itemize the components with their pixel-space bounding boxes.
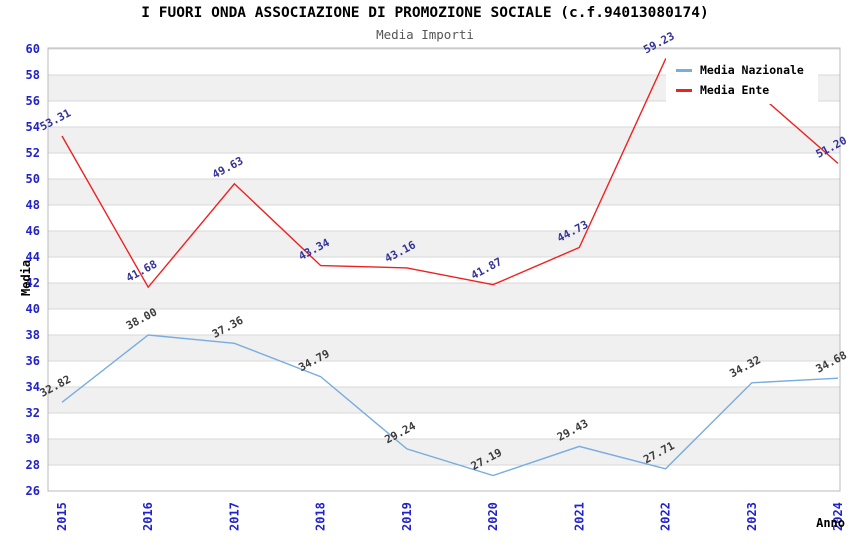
y-tick-label: 28 [26,458,40,472]
x-tick-label: 2017 [227,502,241,531]
plot-band [48,205,840,231]
legend-item-media-ente: Media Ente [676,83,818,97]
y-tick-label: 56 [26,94,40,108]
x-tick-label: 2019 [400,502,414,531]
plot-band [48,283,840,309]
y-tick-label: 32 [26,406,40,420]
plot-band [48,179,840,205]
plot-band [48,439,840,465]
plot-band [48,361,840,387]
legend-item-media-nazionale: Media Nazionale [676,63,818,77]
y-tick-label: 30 [26,432,40,446]
y-tick-label: 42 [26,276,40,290]
y-tick-label: 58 [26,68,40,82]
plot-band [48,387,840,413]
plot-band [48,127,840,153]
legend-label-ente: Media Ente [700,83,770,97]
x-tick-label: 2023 [745,502,759,531]
y-tick-label: 34 [26,380,40,394]
plot-band [48,413,840,439]
chart-title: I FUORI ONDA ASSOCIAZIONE DI PROMOZIONE … [141,5,709,21]
legend: Media Nazionale Media Ente [666,56,818,104]
plot-band [48,465,840,491]
x-tick-label: 2015 [55,502,69,531]
y-tick-label: 40 [26,302,40,316]
x-tick-label: 2021 [572,502,586,531]
plot-band [48,257,840,283]
plot-band [48,335,840,361]
plot-band [48,101,840,127]
y-tick-label: 54 [26,120,40,134]
x-tick-label: 2018 [314,502,328,531]
y-tick-label: 36 [26,354,40,368]
legend-line-sample-nazionale [676,68,692,72]
x-axis-title: Anno [816,516,845,530]
y-tick-label: 26 [26,484,40,498]
x-tick-label: 2016 [141,502,155,531]
plot-band [48,309,840,335]
series-line-media-nazionale [61,334,839,477]
y-tick-label: 44 [26,250,40,264]
plot-band [48,231,840,257]
plot-band [48,153,840,179]
x-tick-label: 2020 [486,502,500,531]
plot-border [47,47,841,492]
y-tick-label: 52 [26,146,40,160]
x-tick-label: 2024 [831,502,845,531]
chart-subtitle: Media Importi [376,27,474,42]
y-tick-label: 50 [26,172,40,186]
y-tick-label: 60 [26,42,40,56]
legend-line-sample-ente [676,88,692,92]
y-tick-label: 48 [26,198,40,212]
legend-label-nazionale: Media Nazionale [700,63,804,77]
y-axis-title: Media [19,260,33,296]
x-tick-label: 2022 [659,502,673,531]
y-tick-label: 38 [26,328,40,342]
y-tick-label: 46 [26,224,40,238]
